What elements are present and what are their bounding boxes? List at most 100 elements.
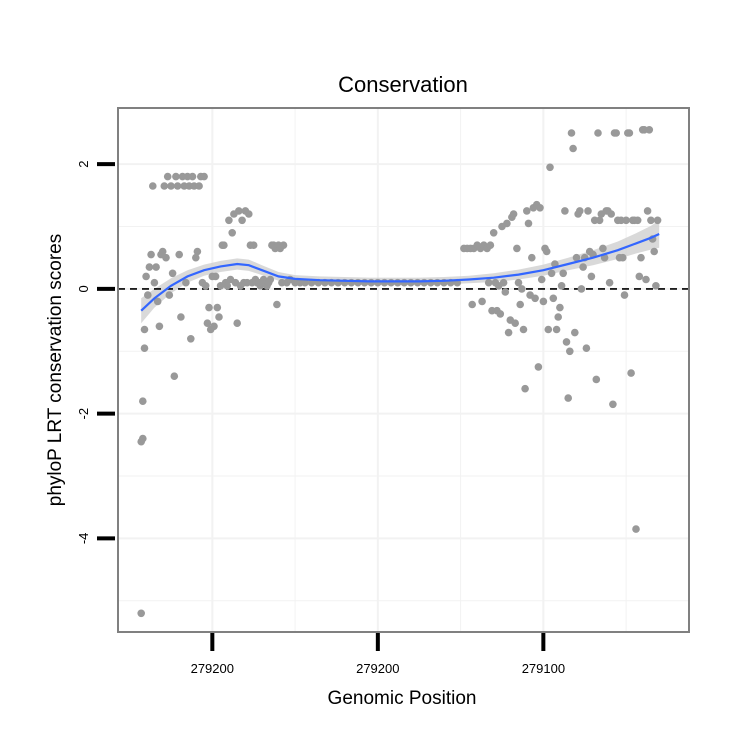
data-point [233,319,241,328]
data-point [536,204,544,212]
data-point [213,303,222,312]
data-point [486,241,495,249]
data-point [605,278,614,287]
data-point [547,269,556,278]
data-point [514,278,523,287]
data-point [167,182,175,190]
data-point [162,253,170,262]
data-point [612,129,620,137]
x-axis: 279200 279200 279100 [191,633,565,676]
panel-border [117,107,690,633]
data-point [559,269,567,278]
data-point [420,278,429,287]
data-point [523,207,531,215]
data-point [542,247,551,256]
data-point [637,253,645,262]
data-point [647,216,655,225]
data-point [627,369,635,377]
data-point [175,250,183,259]
data-point [564,394,572,402]
data-point [650,247,658,256]
data-point [144,291,152,299]
data-point [150,278,159,287]
data-point [566,347,574,356]
grid-lines [118,108,689,632]
data-point [279,241,288,249]
data-point [537,275,546,284]
data-point [201,282,210,290]
data-point [173,182,182,190]
x-tick-label: 279200 [356,661,399,676]
data-point [266,275,275,284]
data-point [642,275,650,284]
data-point [193,247,202,256]
data-point [195,182,203,190]
data-point [182,278,190,287]
data-point [633,216,642,225]
data-point [200,172,208,181]
data-point [562,338,571,346]
data-point [645,126,654,134]
data-point [400,278,409,287]
data-point [607,210,615,218]
data-point [211,272,220,281]
data-point [407,278,415,287]
data-points [137,126,662,618]
data-point [524,219,533,228]
data-point [413,278,422,287]
data-point [519,325,528,334]
data-point [521,384,529,393]
data-point [168,269,177,278]
data-point [595,216,604,225]
data-point [635,272,644,281]
data-point [561,207,569,215]
y-axis-label: phyloP LRT conservation scores [45,234,66,507]
data-point [393,278,402,287]
data-point [220,241,228,249]
data-point [557,282,566,290]
data-point [572,253,581,262]
data-point [187,335,195,343]
data-point [625,129,634,137]
data-point [192,253,200,262]
data-point [149,182,157,190]
data-point [511,319,519,328]
data-point [554,313,562,321]
data-point [165,291,174,299]
data-point [478,297,486,306]
chart-title: Conservation [338,72,468,97]
data-point [518,285,526,293]
data-point [594,129,602,137]
data-point [577,285,586,293]
data-point [504,328,513,337]
confidence-band [141,220,660,324]
data-point [380,278,389,287]
y-tick-label: -2 [76,408,91,420]
data-point [513,244,521,253]
y-tick-label: 2 [76,160,91,167]
data-point [155,322,164,331]
data-point [592,375,601,384]
data-point [569,144,577,153]
data-point [587,272,596,281]
data-point [539,297,548,306]
data-point [238,216,246,225]
data-point [652,282,660,290]
data-point [653,216,662,225]
y-tick-label: 0 [76,285,91,292]
data-point [374,278,382,287]
data-point [360,278,369,287]
data-point [223,282,231,290]
data-point [620,291,629,299]
data-point [544,325,553,334]
data-point [205,303,213,312]
y-axis: -4 -2 0 2 [76,160,115,544]
data-point [145,263,154,271]
data-point [516,300,524,309]
data-point [599,244,607,253]
data-point [163,172,172,181]
data-point [177,313,185,321]
data-point [158,247,167,256]
data-point [203,319,212,328]
